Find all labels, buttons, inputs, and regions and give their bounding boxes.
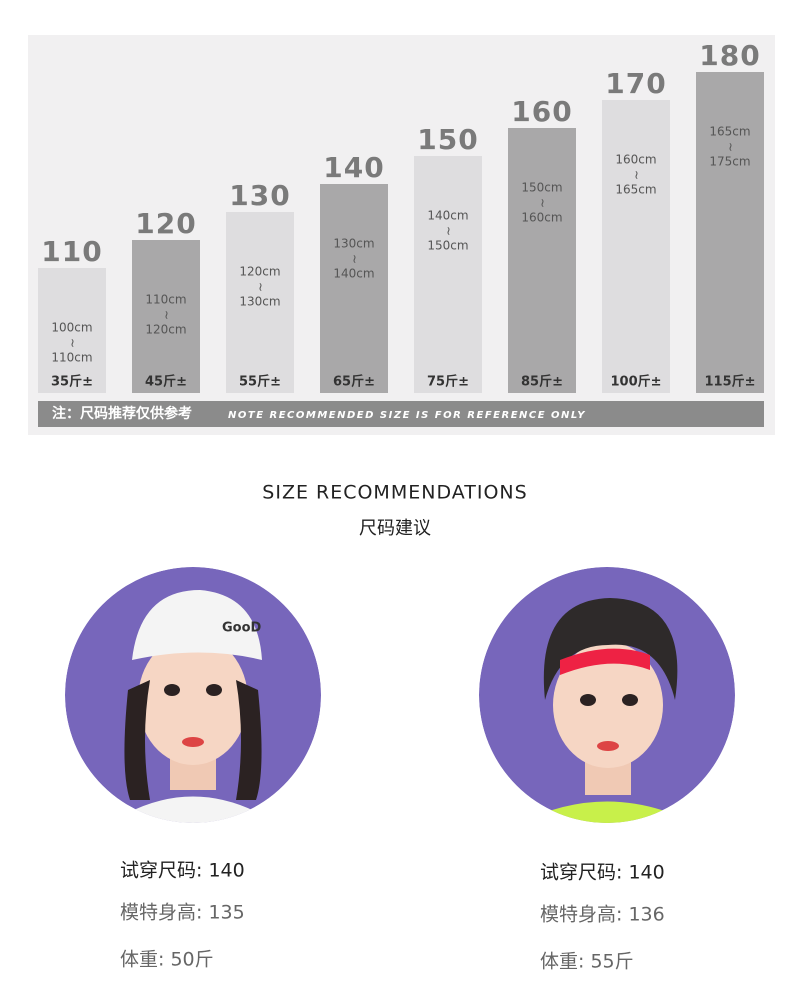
weight-label: 35斤± (51, 374, 93, 390)
height-range: 110cm (51, 351, 92, 365)
size-label: 180 (699, 39, 760, 72)
model-info: 试穿尺码: 140 (120, 860, 245, 882)
model-photo (479, 567, 735, 823)
size-label: 150 (417, 123, 478, 156)
size-label: 140 (323, 151, 384, 184)
size-label: 120 (135, 207, 196, 240)
height-range: 110cm (145, 293, 186, 307)
note-bar (38, 401, 764, 427)
size-label: 170 (605, 67, 666, 100)
weight-label: 75斤± (427, 374, 469, 390)
height-range: ~ (630, 170, 644, 180)
height-range: 175cm (709, 155, 750, 169)
height-range: ~ (442, 226, 456, 236)
size-label: 160 (511, 95, 572, 128)
size-bar (414, 156, 482, 393)
height-range: ~ (254, 282, 268, 292)
size-bar (696, 72, 764, 393)
height-range: 130cm (239, 295, 280, 309)
height-range: 165cm (709, 125, 750, 139)
model-info: 体重: 50斤 (120, 949, 214, 971)
height-range: 140cm (333, 267, 374, 281)
weight-label: 115斤± (704, 374, 755, 390)
height-range: ~ (536, 198, 550, 208)
weight-label: 55斤± (239, 374, 281, 390)
weight-label: 100斤± (610, 374, 661, 390)
model-info: 模特身高: 136 (540, 904, 665, 926)
height-range: ~ (348, 254, 362, 264)
height-range: 130cm (333, 237, 374, 251)
model-info: 体重: 55斤 (540, 951, 634, 973)
model-photo: GooD (65, 567, 321, 823)
weight-label: 65斤± (333, 374, 375, 390)
size-bar (602, 100, 670, 393)
heading-subtitle: 尺码建议 (359, 518, 431, 539)
height-range: 160cm (615, 153, 656, 167)
size-bar (320, 184, 388, 393)
size-label: 110 (41, 235, 102, 268)
height-range: 120cm (239, 265, 280, 279)
height-range: ~ (724, 142, 738, 152)
height-range: ~ (66, 338, 80, 348)
note-cn: 注：尺码推荐仅供参考 (52, 405, 192, 422)
size-bar (226, 212, 294, 393)
height-range: 100cm (51, 321, 92, 335)
note-en: NOTE RECOMMENDED SIZE IS FOR REFERENCE O… (228, 410, 586, 421)
heading-title: SIZE RECOMMENDATIONS (262, 482, 527, 504)
height-range: 165cm (615, 183, 656, 197)
height-range: 150cm (521, 181, 562, 195)
weight-label: 45斤± (145, 374, 187, 390)
model-info: 试穿尺码: 140 (540, 862, 665, 884)
model-info: 模特身高: 135 (120, 902, 245, 924)
size-bar (132, 240, 200, 393)
svg-text:GooD: GooD (222, 621, 262, 636)
size-bar (38, 268, 106, 393)
size-bar (508, 128, 576, 393)
size-label: 130 (229, 179, 290, 212)
height-range: 150cm (427, 239, 468, 253)
height-range: ~ (160, 310, 174, 320)
weight-label: 85斤± (521, 374, 563, 390)
height-range: 160cm (521, 211, 562, 225)
height-range: 120cm (145, 323, 186, 337)
height-range: 140cm (427, 209, 468, 223)
